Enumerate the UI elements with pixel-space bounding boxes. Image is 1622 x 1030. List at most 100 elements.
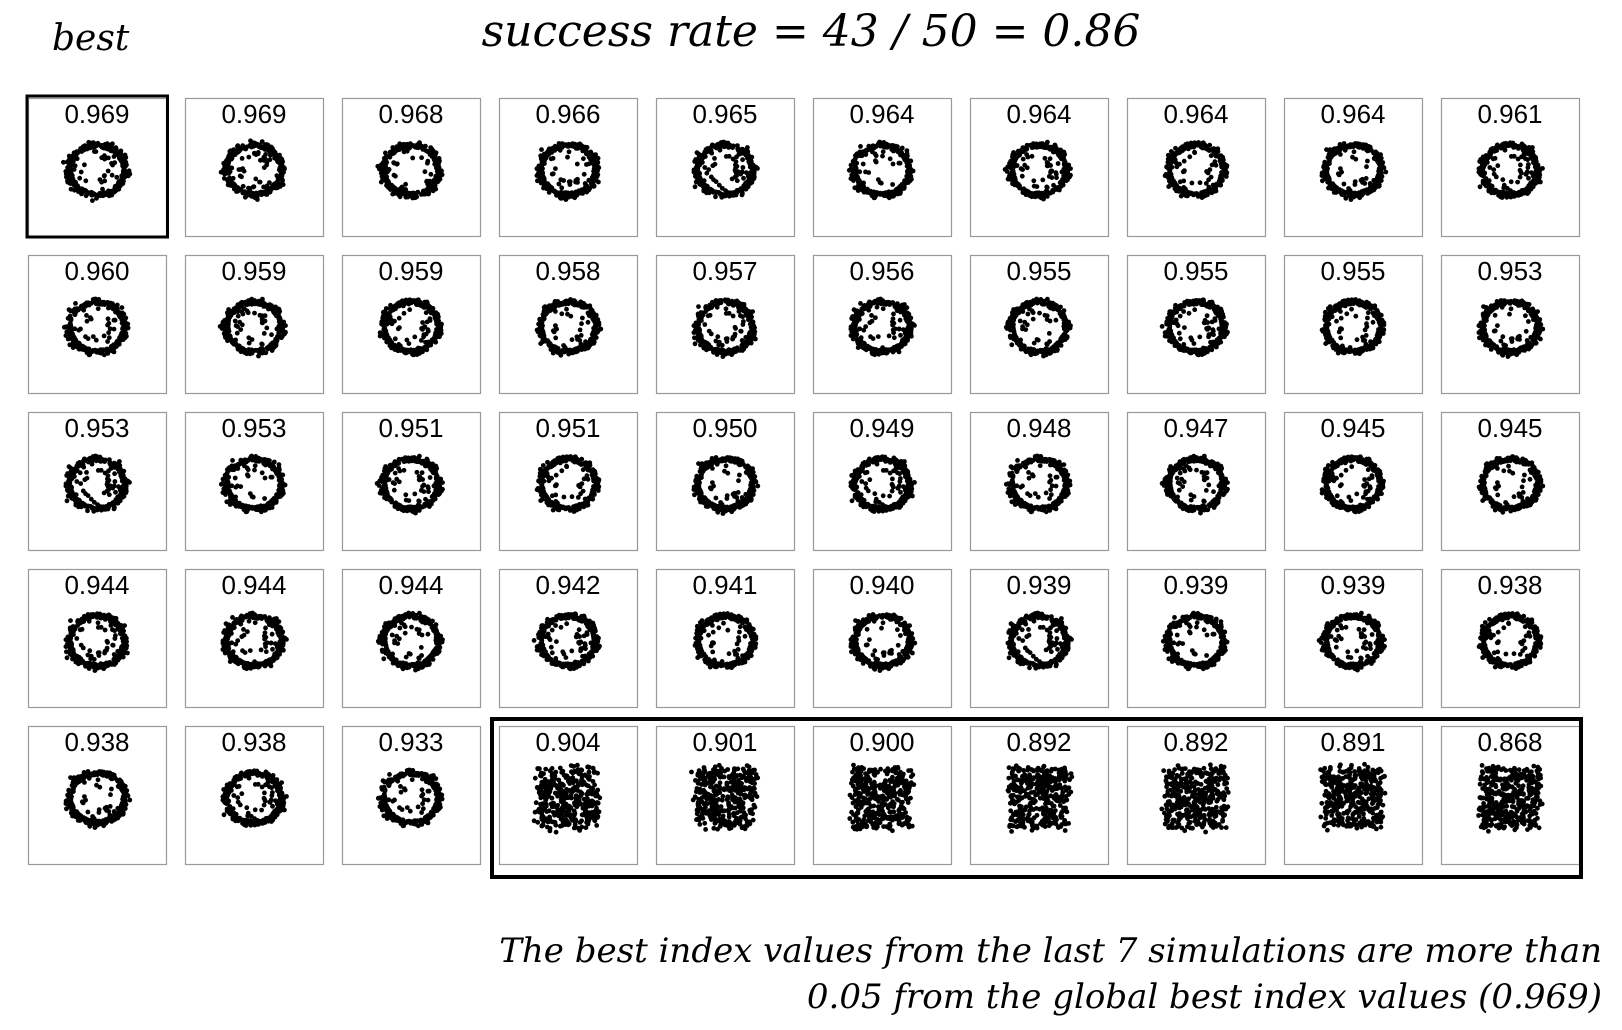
data-point: [593, 171, 598, 176]
data-point: [262, 313, 268, 319]
data-point: [226, 312, 231, 318]
data-point: [1167, 167, 1173, 173]
data-point: [750, 319, 756, 325]
data-point: [1048, 163, 1053, 168]
data-point: [247, 299, 253, 304]
panel-value-label: 0.964: [849, 99, 914, 129]
data-point: [264, 187, 270, 193]
data-point: [67, 160, 73, 166]
panel-value-label: 0.964: [1163, 99, 1228, 129]
data-point: [1042, 155, 1048, 161]
data-point: [422, 324, 428, 330]
data-point: [248, 138, 253, 144]
data-point: [740, 157, 745, 163]
data-point: [901, 327, 906, 333]
data-point: [897, 148, 903, 153]
panel-value-label: 0.958: [535, 256, 600, 286]
data-point: [419, 144, 425, 149]
data-point: [237, 173, 243, 179]
data-point: [67, 342, 73, 348]
data-point: [1499, 142, 1505, 148]
data-point: [566, 194, 572, 200]
data-point: [277, 152, 282, 158]
data-point: [1348, 190, 1354, 196]
data-point: [1478, 157, 1484, 162]
data-point: [740, 314, 745, 320]
data-point: [1356, 143, 1362, 149]
data-point: [905, 158, 911, 164]
data-point: [388, 302, 393, 308]
data-point: [68, 323, 74, 329]
data-point: [1360, 176, 1365, 182]
data-point: [122, 320, 128, 325]
data-point: [102, 192, 108, 198]
data-point: [383, 306, 389, 311]
data-point: [68, 181, 73, 187]
data-point: [698, 336, 703, 341]
data-point: [722, 349, 728, 355]
data-point: [1481, 162, 1487, 168]
data-point: [1383, 169, 1389, 175]
data-point: [708, 331, 714, 337]
data-point: [748, 159, 754, 165]
data-point: [121, 170, 126, 176]
data-point: [259, 302, 265, 308]
scatter-panel: 0.964: [812, 97, 953, 238]
data-point: [401, 310, 407, 316]
data-point: [1358, 191, 1363, 196]
data-point: [1011, 154, 1017, 160]
data-point: [1536, 176, 1542, 182]
data-point: [1019, 147, 1025, 152]
data-point: [280, 178, 285, 184]
data-point: [392, 318, 397, 324]
data-point: [1029, 153, 1035, 159]
data-point: [1521, 187, 1527, 193]
data-point: [246, 340, 252, 346]
data-point: [1047, 145, 1052, 150]
scatter-panel: 0.968: [341, 97, 482, 238]
data-point: [1515, 179, 1520, 185]
data-point: [1344, 143, 1349, 149]
data-point: [240, 144, 246, 150]
data-point: [242, 189, 247, 195]
data-point: [573, 146, 579, 151]
data-point: [566, 149, 572, 155]
data-point: [880, 153, 885, 159]
data-point: [870, 149, 875, 155]
data-point: [1486, 178, 1492, 184]
data-point: [891, 335, 897, 341]
data-point: [397, 302, 403, 308]
data-point: [1337, 146, 1343, 152]
data-point: [77, 175, 83, 181]
data-point: [1178, 193, 1184, 199]
data-point: [1034, 184, 1040, 190]
data-point: [1327, 154, 1333, 160]
data-point: [406, 300, 412, 306]
data-point: [261, 184, 266, 190]
data-point: [1500, 177, 1506, 183]
data-point: [902, 153, 907, 159]
data-point: [714, 302, 719, 308]
data-point: [696, 304, 701, 309]
data-point: [594, 166, 600, 172]
data-point: [109, 172, 115, 178]
data-point: [736, 303, 742, 309]
data-point: [717, 147, 723, 153]
data-point: [1352, 179, 1358, 185]
data-point: [588, 306, 594, 312]
data-point: [221, 167, 227, 172]
data-point: [561, 343, 566, 348]
data-point: [1326, 160, 1332, 166]
data-point: [438, 331, 444, 336]
data-point: [896, 160, 902, 166]
data-point: [558, 352, 564, 358]
data-point: [1504, 194, 1510, 200]
data-point: [1195, 141, 1201, 147]
point-cloud: [61, 139, 133, 204]
data-point: [1377, 157, 1382, 163]
data-point: [1187, 154, 1193, 160]
scatter-panel: 0.964: [1283, 97, 1424, 238]
data-point: [270, 185, 276, 191]
data-point: [102, 156, 108, 162]
data-point: [259, 139, 265, 145]
